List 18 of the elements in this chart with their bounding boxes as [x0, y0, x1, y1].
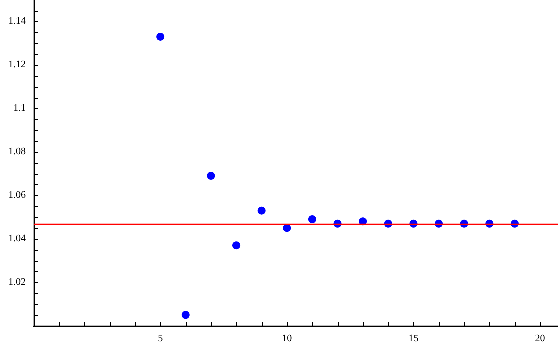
x-tick-label: 5	[158, 334, 164, 344]
point	[283, 224, 292, 232]
y-tick-label: 1.02	[8, 277, 26, 288]
y-tick-label: 1.08	[8, 146, 26, 158]
y-tick-label: 1.06	[8, 190, 26, 202]
point	[156, 32, 165, 41]
y-tick-label: 1.14	[8, 16, 26, 28]
point	[308, 216, 316, 224]
point	[258, 206, 266, 215]
point	[232, 242, 241, 250]
point	[182, 311, 190, 320]
point	[207, 172, 216, 180]
x-tick-label: 20	[535, 334, 546, 344]
x-tick-label: 15	[408, 334, 419, 344]
y-tick-label: 1.04	[8, 234, 26, 245]
x-tick-label: 10	[282, 334, 292, 344]
y-tick-label: 1.1	[14, 103, 26, 114]
y-tick-label: 1.12	[8, 60, 26, 71]
